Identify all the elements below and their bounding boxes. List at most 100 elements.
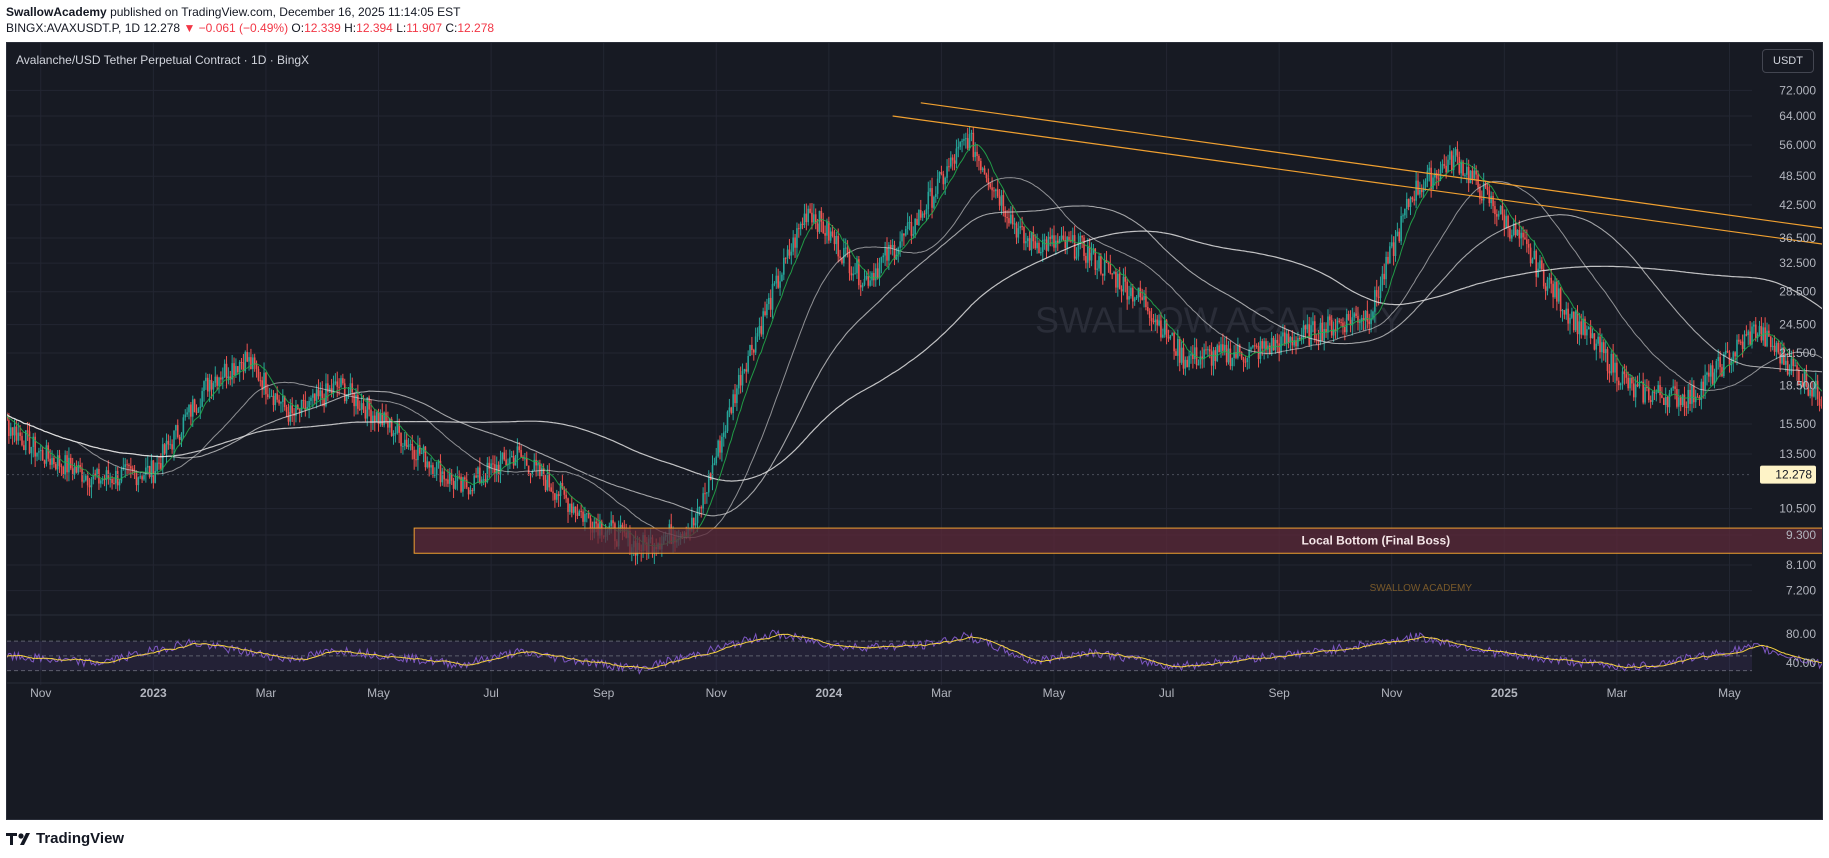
price-tick-label: 32.500 xyxy=(1779,256,1816,270)
publisher-name[interactable]: SwallowAcademy xyxy=(6,5,107,19)
high-label: H: xyxy=(344,21,357,35)
candle-body xyxy=(1152,320,1155,323)
candle-body xyxy=(1071,235,1074,242)
candle-body xyxy=(75,466,78,473)
price-tick-label: 56.000 xyxy=(1779,138,1816,152)
last-price-badge xyxy=(1760,465,1816,484)
candle-body xyxy=(1231,358,1234,367)
candle-body xyxy=(1625,374,1628,378)
candle-body xyxy=(1088,246,1091,261)
candle-body xyxy=(473,475,476,491)
candle-body xyxy=(1011,214,1014,225)
candle-body xyxy=(458,476,460,478)
candle-body xyxy=(141,476,143,480)
candle-body xyxy=(53,458,55,465)
candle-body xyxy=(1250,347,1252,350)
candle-body xyxy=(1488,190,1491,204)
candle-body xyxy=(1813,389,1815,397)
chart-panel[interactable]: SWALLOW ACADEMY Local Bottom (Final Boss)… xyxy=(6,42,1823,820)
candle-body xyxy=(833,235,836,245)
candle-body xyxy=(1619,383,1622,386)
candle-body xyxy=(92,473,95,480)
time-tick-label: May xyxy=(367,686,390,700)
candle-body xyxy=(1289,337,1292,343)
candle-body xyxy=(38,451,40,453)
candle-body xyxy=(996,189,999,197)
candle-body xyxy=(280,401,282,404)
candle-body xyxy=(1595,343,1598,350)
candle-body xyxy=(96,469,98,476)
candle-body xyxy=(1670,388,1673,394)
candle-body xyxy=(370,409,372,423)
candle-body xyxy=(193,399,196,413)
candle-body xyxy=(856,259,858,274)
candle-body xyxy=(411,444,414,451)
candle-body xyxy=(1437,178,1440,180)
candle-body xyxy=(1602,342,1605,354)
candle-body xyxy=(621,524,624,530)
candle-body xyxy=(544,479,547,491)
candle-body xyxy=(375,412,378,423)
candle-body xyxy=(270,395,273,397)
candle-body xyxy=(323,398,325,407)
candle-body xyxy=(28,431,31,454)
candle-body xyxy=(1788,372,1791,375)
candle-body xyxy=(221,376,224,380)
candle-body xyxy=(1687,389,1690,408)
candle-body xyxy=(1593,333,1596,350)
candle-body xyxy=(1726,350,1729,353)
candle-body xyxy=(1225,344,1228,363)
candle-body xyxy=(415,459,417,461)
candle-body xyxy=(756,333,759,337)
tradingview-logo[interactable]: TradingView xyxy=(6,830,124,847)
candle-body xyxy=(130,466,132,469)
candle-body xyxy=(32,436,35,448)
last-price-badge-text: 12.278 xyxy=(1775,468,1812,482)
candle-body xyxy=(343,383,346,402)
candle-body xyxy=(310,397,312,401)
candle-body xyxy=(921,213,924,218)
candle-body xyxy=(531,470,534,475)
candle-body xyxy=(1646,387,1648,389)
candle-body xyxy=(933,196,935,208)
candle-body xyxy=(858,259,860,286)
candle-body xyxy=(1807,387,1810,396)
candle-body xyxy=(49,458,51,465)
candle-body xyxy=(443,471,445,480)
currency-button[interactable]: USDT xyxy=(1762,49,1814,73)
candle-body xyxy=(1060,235,1063,239)
candle-body xyxy=(1077,243,1080,257)
candle-body xyxy=(966,138,969,149)
candle-body xyxy=(955,148,958,164)
candle-body xyxy=(272,395,275,406)
candle-body xyxy=(357,395,359,409)
ma-200-line xyxy=(7,230,1822,482)
candle-body xyxy=(1392,242,1395,256)
candle-body xyxy=(445,479,447,481)
candle-body xyxy=(587,513,590,519)
candle-body xyxy=(1357,315,1359,323)
candle-body xyxy=(1514,223,1517,236)
candle-body xyxy=(1109,264,1112,274)
candle-body xyxy=(1327,316,1329,333)
candle-body xyxy=(1006,216,1008,219)
candle-body xyxy=(741,371,744,386)
candle-body xyxy=(1559,288,1562,312)
candle-body xyxy=(420,452,423,454)
candle-body xyxy=(1355,313,1357,316)
candle-body xyxy=(1552,283,1554,298)
open-label: O: xyxy=(291,21,305,35)
candle-body xyxy=(227,376,230,379)
candle-body xyxy=(252,357,254,370)
chart-canvas[interactable]: SWALLOW ACADEMY Local Bottom (Final Boss)… xyxy=(7,43,1823,820)
candle-body xyxy=(23,445,25,451)
candle-body xyxy=(1809,389,1811,396)
candle-body xyxy=(497,464,500,475)
candle-body xyxy=(1019,226,1022,229)
candle-body xyxy=(775,275,778,284)
candle-body xyxy=(345,394,348,402)
price-tick-label: 9.300 xyxy=(1786,528,1816,542)
candle-body xyxy=(1482,183,1485,201)
candle-body xyxy=(548,472,551,488)
candle-body xyxy=(1216,345,1219,361)
